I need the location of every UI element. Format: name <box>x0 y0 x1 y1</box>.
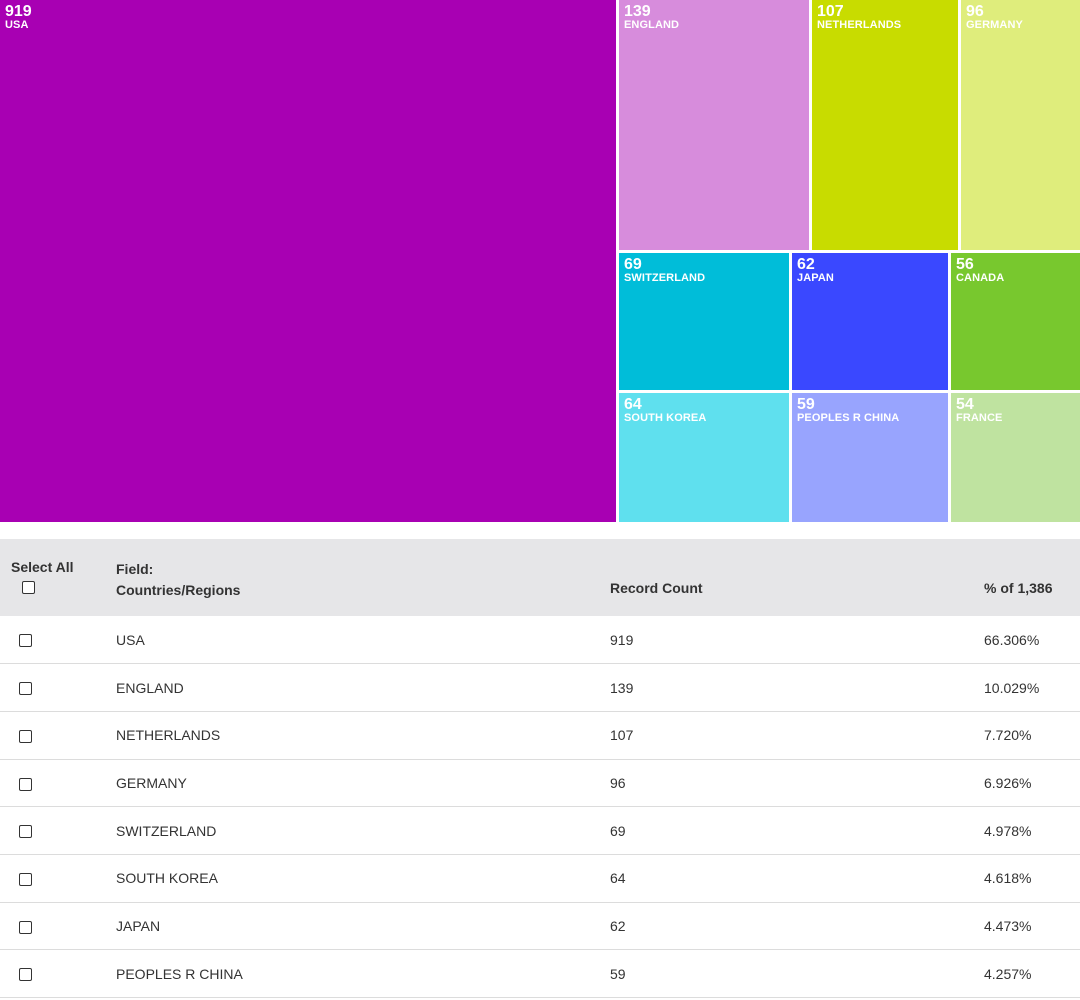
row-percent: 4.978% <box>984 822 1032 839</box>
treemap-tile-england[interactable]: 139 ENGLAND <box>619 0 809 250</box>
row-count: 64 <box>610 870 626 887</box>
row-country: NETHERLANDS <box>116 727 221 744</box>
row-checkbox-cell <box>0 664 106 712</box>
row-percent: 10.029% <box>984 679 1040 696</box>
row-count: 59 <box>610 965 626 982</box>
row-checkbox-cell <box>0 616 106 664</box>
row-percent: 66.306% <box>984 631 1040 648</box>
row-country: PEOPLES R CHINA <box>116 965 243 982</box>
tile-label: USA <box>5 19 29 31</box>
tile-value: 139 <box>624 3 651 20</box>
treemap-tile-netherlands[interactable]: 107 NETHERLANDS <box>812 0 958 250</box>
tile-label: SOUTH KOREA <box>624 412 707 424</box>
row-checkbox-cell <box>0 902 106 950</box>
row-checkbox[interactable] <box>19 730 32 744</box>
row-checkbox-cell <box>0 759 106 807</box>
table-row: PEOPLES R CHINA 59 4.257% <box>0 950 1080 998</box>
tile-label: JAPAN <box>797 272 834 284</box>
treemap-chart: 919 USA 139 ENGLAND 107 NETHERLANDS 96 G… <box>0 0 1080 522</box>
treemap-tile-south-korea[interactable]: 64 SOUTH KOREA <box>619 393 789 522</box>
tile-value: 69 <box>624 256 642 273</box>
results-table: Select All Field: Countries/Regions Reco… <box>0 539 1080 998</box>
row-country: ENGLAND <box>116 679 184 696</box>
row-percent: 4.473% <box>984 917 1032 934</box>
treemap-tile-canada[interactable]: 56 CANADA <box>951 253 1080 390</box>
treemap-tile-peoples-r-china[interactable]: 59 PEOPLES R CHINA <box>792 393 948 522</box>
tile-value: 919 <box>5 3 32 20</box>
row-country: SOUTH KOREA <box>116 870 218 887</box>
treemap-tile-france[interactable]: 54 FRANCE <box>951 393 1080 522</box>
field-header: Field: Countries/Regions <box>106 539 600 616</box>
tile-label: ENGLAND <box>624 19 680 31</box>
field-label: Field: <box>116 561 154 577</box>
row-country: GERMANY <box>116 774 187 791</box>
tile-value: 96 <box>966 3 984 20</box>
tile-label: CANADA <box>956 272 1005 284</box>
table-row: NETHERLANDS 107 7.720% <box>0 711 1080 760</box>
tile-label: GERMANY <box>966 19 1023 31</box>
row-checkbox[interactable] <box>19 920 32 934</box>
tile-label: PEOPLES R CHINA <box>797 412 900 424</box>
tile-value: 56 <box>956 256 974 273</box>
table-row: GERMANY 96 6.926% <box>0 759 1080 807</box>
percent-header[interactable]: % of 1,386 <box>984 580 1053 596</box>
row-checkbox-cell <box>0 711 106 759</box>
row-count: 69 <box>610 822 626 839</box>
row-country: USA <box>116 631 145 648</box>
row-country: SWITZERLAND <box>116 822 217 839</box>
field-name: Countries/Regions <box>116 582 241 598</box>
select-all-label: Select All <box>11 559 74 575</box>
row-count: 139 <box>610 679 634 696</box>
row-checkbox[interactable] <box>19 634 32 648</box>
row-checkbox[interactable] <box>19 873 32 887</box>
treemap-tile-switzerland[interactable]: 69 SWITZERLAND <box>619 253 789 390</box>
table-row: JAPAN 62 4.473% <box>0 902 1080 950</box>
tile-label: NETHERLANDS <box>817 19 902 31</box>
row-count: 107 <box>610 727 634 744</box>
treemap-tile-usa[interactable]: 919 USA <box>0 0 616 522</box>
row-percent: 4.618% <box>984 870 1032 887</box>
treemap-tile-germany[interactable]: 96 GERMANY <box>961 0 1080 250</box>
table-header-row: Select All Field: Countries/Regions Reco… <box>0 539 1080 616</box>
row-count: 62 <box>610 917 626 934</box>
tile-value: 62 <box>797 256 815 273</box>
row-checkbox-cell <box>0 807 106 855</box>
row-percent: 6.926% <box>984 774 1032 791</box>
tile-value: 107 <box>817 3 844 20</box>
section-spacer <box>0 522 1080 539</box>
tile-value: 54 <box>956 396 974 413</box>
tile-label: FRANCE <box>956 412 1003 424</box>
table-row: USA 919 66.306% <box>0 616 1080 664</box>
row-country: JAPAN <box>116 917 161 934</box>
row-checkbox[interactable] <box>19 777 32 791</box>
row-percent: 4.257% <box>984 965 1032 982</box>
row-checkbox-cell <box>0 854 106 902</box>
record-count-header[interactable]: Record Count <box>610 580 703 596</box>
row-checkbox-cell <box>0 950 106 998</box>
table-row: SOUTH KOREA 64 4.618% <box>0 854 1080 903</box>
row-percent: 7.720% <box>984 727 1032 744</box>
row-checkbox[interactable] <box>19 682 32 696</box>
row-checkbox[interactable] <box>19 968 32 982</box>
tile-label: SWITZERLAND <box>624 272 706 284</box>
select-all-checkbox[interactable] <box>22 580 35 594</box>
table-row: ENGLAND 139 10.029% <box>0 664 1080 712</box>
select-all-header: Select All <box>0 539 106 616</box>
treemap-tile-japan[interactable]: 62 JAPAN <box>792 253 948 390</box>
tile-value: 64 <box>624 396 642 413</box>
row-count: 919 <box>610 631 634 648</box>
row-count: 96 <box>610 774 626 791</box>
table-row: SWITZERLAND 69 4.978% <box>0 807 1080 855</box>
tile-value: 59 <box>797 396 815 413</box>
row-checkbox[interactable] <box>19 825 32 839</box>
